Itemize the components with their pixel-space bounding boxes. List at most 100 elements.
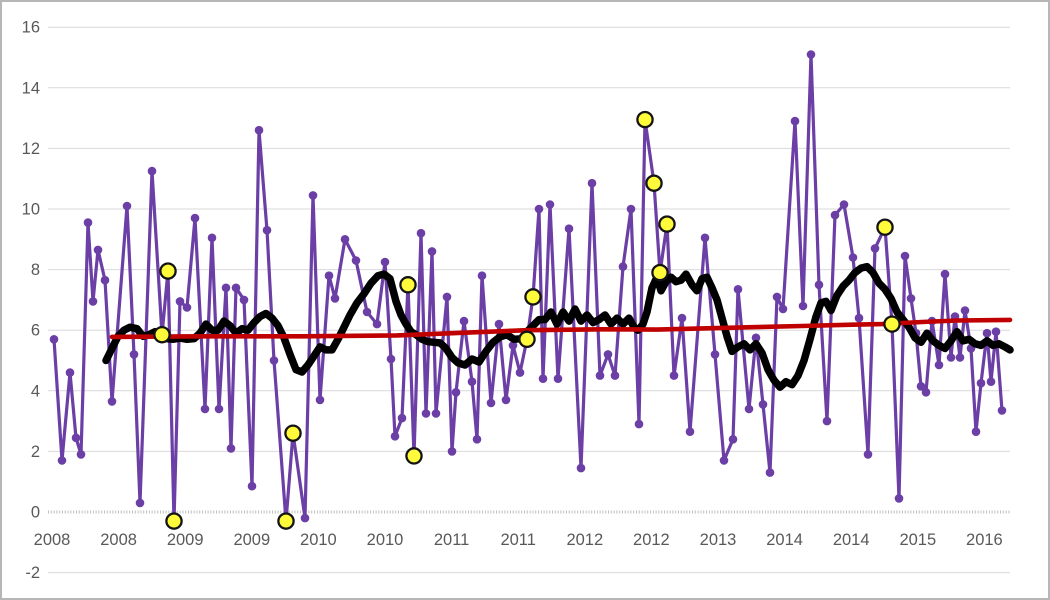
monthly-point-marker	[921, 388, 931, 397]
monthly-point-marker	[848, 253, 858, 262]
trend-line	[109, 317, 1013, 340]
x-axis-label: 2010	[300, 531, 337, 549]
monthly-point-marker	[940, 269, 950, 279]
monthly-point-marker	[231, 283, 241, 293]
monthly-point-marker	[247, 481, 257, 491]
monthly-point-marker	[390, 432, 400, 441]
x-axis-label: 2012	[566, 531, 603, 549]
monthly-point-marker	[839, 200, 849, 209]
monthly-point-marker	[710, 350, 720, 359]
monthly-point-marker	[534, 204, 544, 214]
x-axis-label: 2013	[700, 531, 737, 549]
y-axis-label: 10	[22, 201, 40, 219]
monthly-point-marker	[83, 218, 93, 227]
monthly-point-marker	[822, 416, 832, 426]
monthly-point-marker	[982, 328, 992, 338]
highlighted-point	[399, 276, 417, 294]
monthly-point-marker	[719, 456, 729, 465]
monthly-point-marker	[71, 433, 81, 443]
monthly-point-marker	[778, 304, 788, 314]
monthly-point-marker	[107, 397, 117, 406]
monthly-point-marker	[135, 498, 145, 508]
monthly-point-marker	[976, 378, 986, 388]
monthly-point-marker	[677, 313, 687, 323]
y-axis-label: 8	[31, 261, 40, 279]
monthly-point-marker	[147, 166, 157, 176]
monthly-point-marker	[830, 210, 840, 220]
y-axis-label: 6	[31, 322, 40, 340]
y-axis-label: 12	[22, 140, 40, 158]
monthly-point-marker	[221, 283, 231, 293]
monthly-point-marker	[315, 395, 325, 405]
monthly-point-marker	[477, 271, 487, 281]
monthly-point-marker	[451, 388, 461, 397]
monthly-point-marker	[991, 327, 1001, 337]
monthly-point-marker	[955, 353, 965, 362]
monthly-point-marker	[576, 463, 586, 473]
monthly-point-marker	[960, 306, 970, 315]
x-axis-label: 2015	[899, 531, 936, 549]
monthly-point-marker	[49, 335, 59, 344]
monthly-point-marker	[421, 409, 431, 418]
x-axis-label: 2008	[100, 531, 137, 549]
monthly-point-marker	[442, 292, 452, 302]
monthly-point-marker	[618, 262, 628, 271]
y-axis-label: -2	[25, 564, 40, 582]
x-axis-label: 2011	[500, 531, 535, 549]
monthly-point-marker	[300, 513, 310, 523]
highlighted-point	[277, 512, 295, 530]
monthly-point-marker	[626, 204, 636, 214]
moving-average-path	[102, 262, 1014, 391]
monthly-point-marker	[733, 285, 743, 294]
monthly-point-marker	[669, 371, 679, 380]
monthly-point-marker	[790, 116, 800, 126]
monthly-point-marker	[397, 413, 407, 423]
highlighted-point	[159, 262, 177, 280]
monthly-point-marker	[122, 201, 132, 211]
monthly-point-marker	[472, 435, 482, 444]
highlighted-point	[651, 263, 669, 282]
monthly-point-marker	[182, 303, 192, 312]
y-axis-label: 4	[31, 382, 40, 400]
y-axis-labels-group: 16 14 12 10 8 6 4 2 0 -2	[22, 19, 40, 582]
monthly-point-marker	[564, 224, 574, 233]
monthly-point-marker	[751, 333, 761, 343]
monthly-point-marker	[610, 371, 620, 380]
y-axis-label: 0	[31, 504, 40, 522]
highlighted-point	[165, 512, 183, 530]
highlighted-point	[153, 325, 171, 344]
monthly-point-marker	[744, 404, 754, 414]
highlighted-point	[658, 215, 676, 233]
monthly-point-marker	[129, 350, 139, 359]
x-axis-label: 2014	[766, 531, 803, 549]
x-axis-label: 2011	[434, 531, 469, 549]
monthly-point-marker	[545, 200, 555, 209]
monthly-point-marker	[854, 313, 864, 323]
monthly-point-marker	[308, 191, 318, 200]
monthly-point-marker	[214, 404, 224, 414]
highlighted-points-group	[153, 110, 901, 530]
monthly-point-marker	[538, 374, 548, 384]
monthly-point-marker	[934, 360, 944, 370]
monthly-point-marker	[587, 178, 597, 188]
monthly-point-marker	[765, 468, 775, 477]
monthly-point-marker	[515, 368, 525, 377]
monthly-point-marker	[262, 225, 272, 235]
monthly-point-marker	[508, 341, 518, 350]
monthly-series-path	[52, 52, 1004, 523]
monthly-point-marker	[447, 447, 457, 456]
monthly-point-marker	[467, 377, 477, 387]
monthly-point-marker	[997, 406, 1007, 415]
monthly-point-marker	[76, 450, 86, 459]
monthly-point-marker	[906, 294, 916, 303]
monthly-point-marker	[916, 382, 926, 391]
y-axis-label: 2	[31, 443, 40, 461]
monthly-point-marker	[494, 319, 504, 329]
monthly-point-marker	[459, 316, 469, 326]
monthly-point-marker	[226, 444, 236, 453]
monthly-point-marker	[806, 50, 816, 59]
monthly-point-marker	[758, 400, 768, 409]
monthly-point-marker	[362, 307, 372, 317]
monthly-point-marker	[65, 368, 75, 377]
monthly-point-marker	[254, 125, 264, 135]
